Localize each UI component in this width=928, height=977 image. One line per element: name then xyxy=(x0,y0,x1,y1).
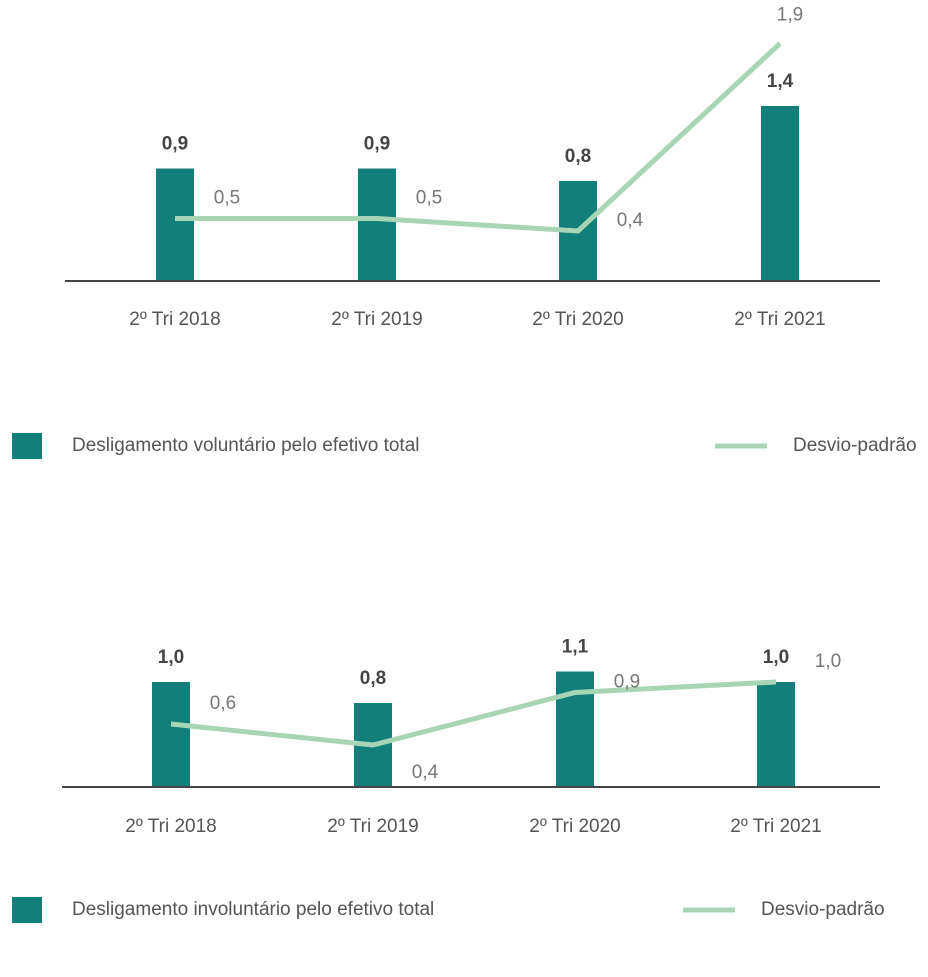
x-tick-label: 2º Tri 2019 xyxy=(331,309,422,330)
bar-label: 1,0 xyxy=(158,647,184,668)
x-tick-label: 2º Tri 2019 xyxy=(327,816,418,837)
legend-swatch xyxy=(12,433,42,459)
line-label: 0,4 xyxy=(412,762,439,783)
line xyxy=(170,679,777,748)
x-tick-label: 2º Tri 2018 xyxy=(129,309,220,330)
bar-label: 0,8 xyxy=(360,668,386,689)
bar-label: 0,9 xyxy=(364,134,390,155)
x-tick-label: 2º Tri 2020 xyxy=(532,309,623,330)
line xyxy=(175,41,782,234)
legend-label: Desligamento voluntário pelo efetivo tot… xyxy=(72,435,419,456)
line-label: 1,9 xyxy=(777,5,803,26)
bar-label: 0,9 xyxy=(162,134,188,155)
bar xyxy=(757,682,795,787)
bar-label: 0,8 xyxy=(565,146,591,167)
line-label: 0,5 xyxy=(214,188,240,209)
line-label: 0,4 xyxy=(617,210,644,231)
legend-label: Desvio-padrão xyxy=(793,435,917,456)
bar xyxy=(761,106,799,281)
x-tick-label: 2º Tri 2021 xyxy=(734,309,825,330)
bar-label: 1,0 xyxy=(763,647,789,668)
x-tick-label: 2º Tri 2020 xyxy=(529,816,620,837)
line-label: 1,0 xyxy=(815,651,841,672)
bar xyxy=(358,168,396,281)
legend-label: Desligamento involuntário pelo efetivo t… xyxy=(72,899,434,920)
legend-label: Desvio-padrão xyxy=(761,899,885,920)
bar-label: 1,1 xyxy=(562,637,589,658)
line-label: 0,5 xyxy=(416,188,442,209)
bar xyxy=(156,168,194,281)
bar xyxy=(152,682,190,787)
line-label: 0,6 xyxy=(210,693,236,714)
legend-swatch xyxy=(12,897,42,923)
bar xyxy=(556,671,594,787)
line-label: 0,9 xyxy=(614,672,640,693)
bar-label: 1,4 xyxy=(767,71,794,92)
x-tick-label: 2º Tri 2021 xyxy=(730,816,821,837)
x-tick-label: 2º Tri 2018 xyxy=(125,816,216,837)
